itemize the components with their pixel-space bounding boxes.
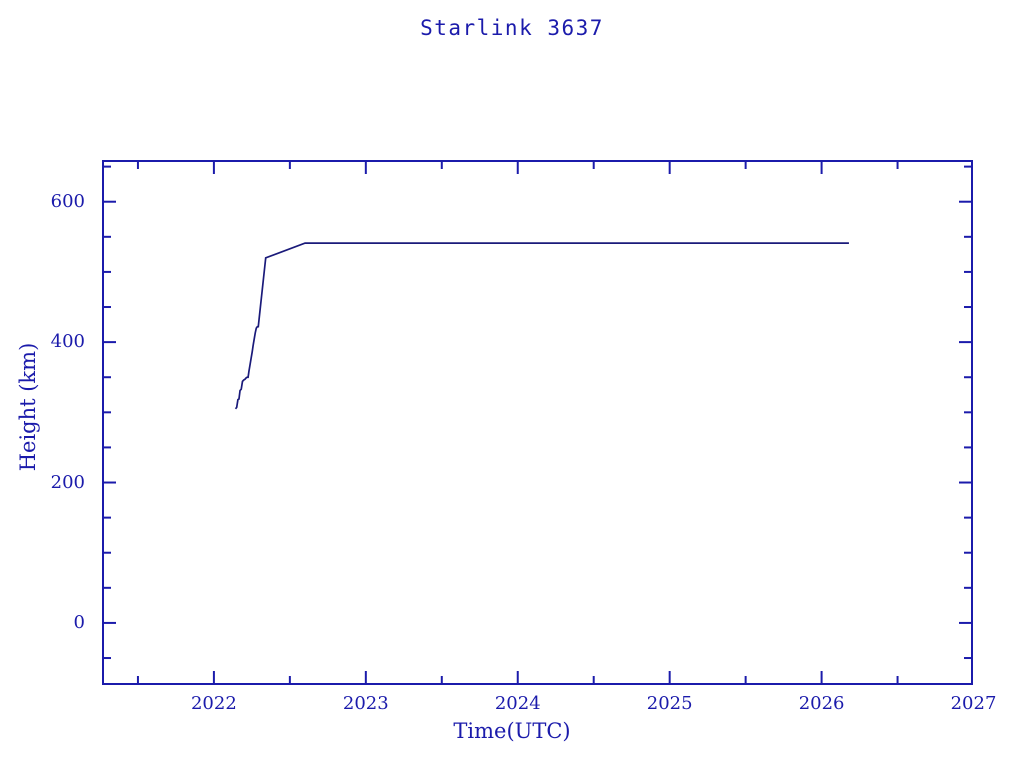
x-axis-label: Time(UTC)	[453, 719, 571, 743]
x-tick-label: 2026	[798, 693, 845, 714]
plot-border	[102, 160, 973, 685]
x-tick-label: 2023	[342, 693, 389, 714]
y-tick-label: 600	[50, 190, 85, 212]
data-series	[234, 242, 849, 410]
y-tick-label: 400	[50, 331, 85, 353]
chart-title: Starlink 3637	[420, 16, 604, 40]
x-tick-label: 2024	[494, 693, 541, 714]
y-tick-label: 0	[73, 611, 85, 633]
plot-frame	[102, 160, 973, 685]
x-tick-label: 2022	[190, 693, 237, 714]
x-tick-label: 2027	[950, 693, 997, 714]
series-line	[234, 242, 849, 410]
x-tick-label: 2025	[646, 693, 693, 714]
axis-ticks	[103, 161, 972, 684]
y-tick-label: 200	[50, 471, 85, 493]
